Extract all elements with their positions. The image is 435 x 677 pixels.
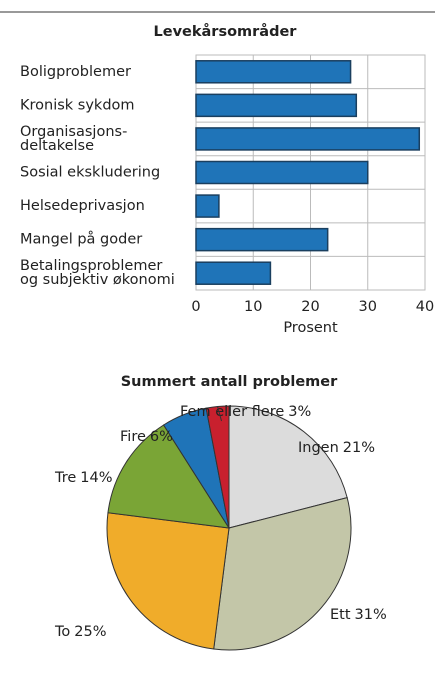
pie-slice: [205, 405, 230, 529]
slice-value: 21%: [343, 440, 375, 456]
bar-title: Levekårsområder: [154, 23, 298, 40]
slice-name: Ingen: [298, 440, 339, 456]
bar: [195, 261, 272, 285]
y-tick-label: Helsedeprivasjon: [20, 198, 145, 214]
y-tick-label: Sosial ekskludering: [20, 165, 160, 181]
pie-slice: [213, 497, 352, 651]
bar: [195, 127, 421, 151]
y-tick-label: Kronisk sykdom: [20, 97, 135, 113]
x-axis-label: Prosent: [283, 320, 338, 336]
bar: [195, 60, 352, 84]
bar: [195, 194, 220, 218]
y-tick-label: Boligproblemer: [20, 64, 131, 80]
y-tick-label: Organisasjons-deltakelse: [20, 124, 127, 154]
x-tick-label: 30: [359, 299, 377, 315]
x-tick-label: 20: [301, 299, 319, 315]
x-tick-label: 40: [416, 299, 434, 315]
slice-name: Fem eller flere: [180, 404, 284, 420]
y-tick-label: Betalingsproblemer og subjektiv økonomi: [20, 258, 175, 288]
bar: [195, 160, 369, 185]
slice-label: Ett 31%: [330, 607, 387, 623]
slice-name: To: [54, 624, 70, 640]
slice-label: To 25%: [54, 624, 107, 640]
pie-title: Summert antall problemer: [121, 374, 338, 390]
slice-label: Fire 6%: [120, 429, 173, 445]
slice-name: Tre: [54, 470, 76, 486]
pie-slice: [106, 512, 230, 650]
slice-name: Ett: [330, 607, 351, 623]
x-tick-label: 0: [191, 299, 200, 315]
pie-slice: [228, 405, 348, 529]
slice-label: Fem eller flere 3%: [180, 404, 311, 420]
pie-slice: [107, 424, 230, 529]
slice-value: 31%: [355, 607, 387, 623]
bar: [195, 227, 329, 252]
bar: [195, 93, 358, 118]
slice-label: Tre 14%: [54, 470, 113, 486]
x-tick-label: 10: [244, 299, 262, 315]
slice-value: 6%: [150, 429, 173, 445]
slice-value: 25%: [74, 624, 106, 640]
slice-label: Ingen 21%: [298, 440, 375, 456]
slice-value: 14%: [80, 470, 112, 486]
slice-name: Fire: [120, 429, 146, 445]
leader-line: [217, 406, 223, 422]
slice-value: 3%: [288, 404, 311, 420]
y-tick-label: Mangel på goder: [20, 231, 142, 248]
